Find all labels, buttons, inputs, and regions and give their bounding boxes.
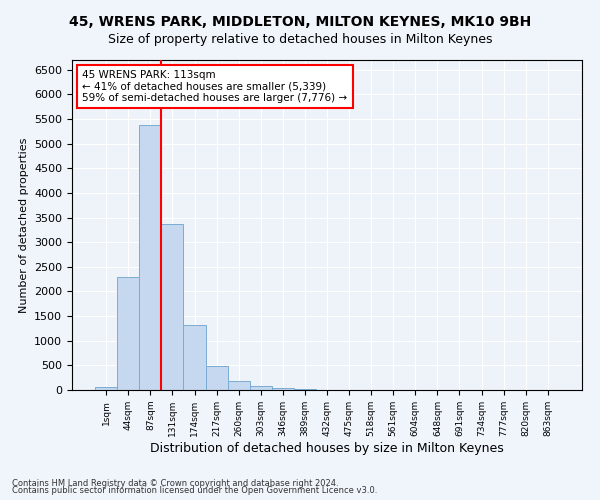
Bar xyxy=(139,124,161,390)
Bar xyxy=(294,388,316,390)
Y-axis label: Number of detached properties: Number of detached properties xyxy=(19,138,29,312)
Text: 45 WRENS PARK: 113sqm
← 41% of detached houses are smaller (5,339)
59% of semi-d: 45 WRENS PARK: 113sqm ← 41% of detached … xyxy=(82,70,347,103)
Bar xyxy=(206,366,227,390)
Bar xyxy=(184,326,206,390)
Bar xyxy=(161,224,184,390)
Bar xyxy=(272,388,294,390)
Bar xyxy=(227,381,250,390)
X-axis label: Distribution of detached houses by size in Milton Keynes: Distribution of detached houses by size … xyxy=(150,442,504,454)
Bar xyxy=(250,386,272,390)
Text: Size of property relative to detached houses in Milton Keynes: Size of property relative to detached ho… xyxy=(108,32,492,46)
Bar xyxy=(95,386,117,390)
Text: Contains public sector information licensed under the Open Government Licence v3: Contains public sector information licen… xyxy=(12,486,377,495)
Text: 45, WRENS PARK, MIDDLETON, MILTON KEYNES, MK10 9BH: 45, WRENS PARK, MIDDLETON, MILTON KEYNES… xyxy=(69,15,531,29)
Text: Contains HM Land Registry data © Crown copyright and database right 2024.: Contains HM Land Registry data © Crown c… xyxy=(12,478,338,488)
Bar xyxy=(117,276,139,390)
